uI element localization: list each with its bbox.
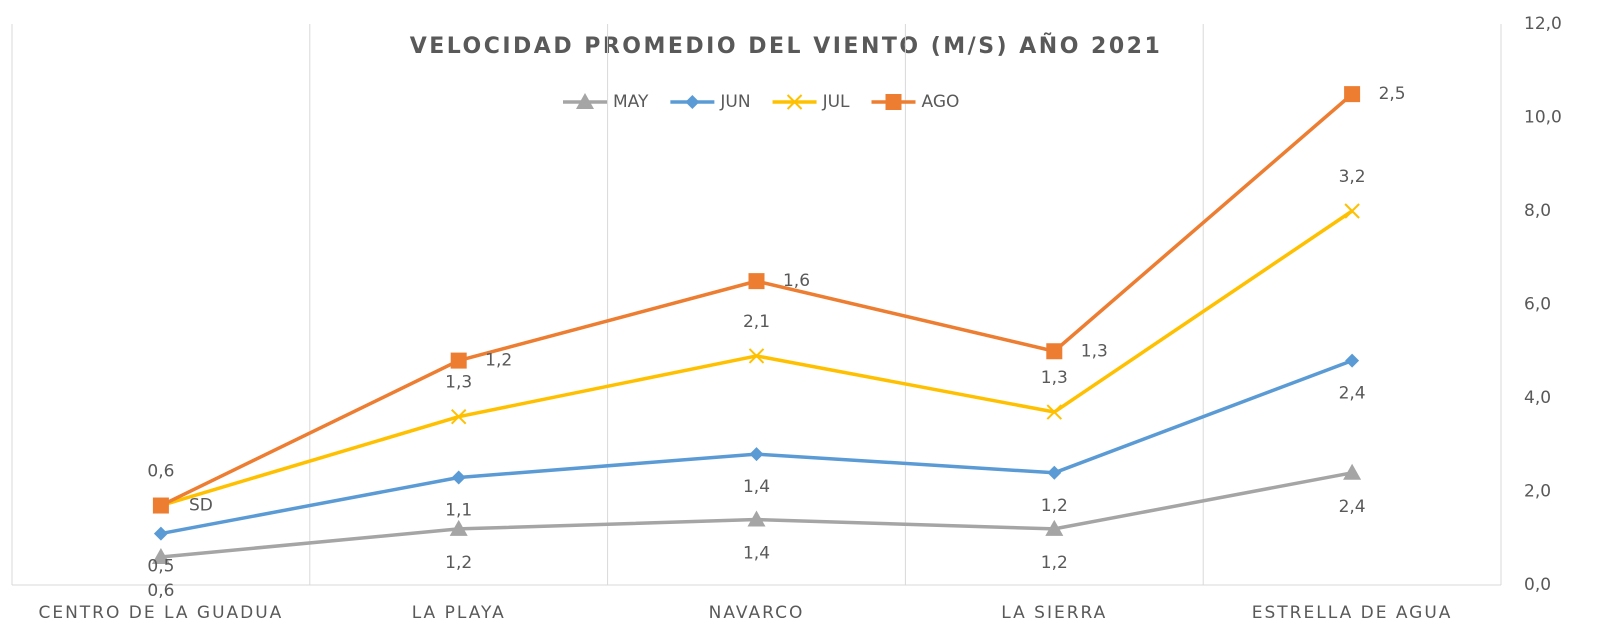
- data-label: 1,4: [743, 544, 770, 564]
- x-tick-label: NAVARCO: [709, 603, 805, 623]
- y-tick-label: 6,0: [1524, 295, 1551, 315]
- data-label: 1,2: [445, 553, 472, 573]
- data-label: 0,5: [147, 557, 174, 577]
- marker: [451, 470, 466, 485]
- marker: [1344, 86, 1361, 103]
- legend-label: JUN: [719, 92, 750, 112]
- series: [151, 463, 1362, 564]
- data-label: 1,3: [445, 373, 472, 393]
- marker: [151, 547, 170, 564]
- data-label: 2,4: [1339, 384, 1366, 404]
- series: [153, 353, 1360, 541]
- marker: [1345, 353, 1360, 368]
- data-label: 1,1: [445, 500, 472, 520]
- marker: [685, 95, 700, 109]
- marker: [1046, 343, 1063, 360]
- y-tick-label: 0,0: [1524, 575, 1551, 595]
- y-tick-label: 10,0: [1524, 108, 1562, 128]
- marker: [152, 497, 169, 514]
- marker: [747, 510, 766, 527]
- legend-label: MAY: [613, 92, 649, 112]
- series: [153, 203, 1360, 514]
- x-tick-label: CENTRO DE LA GUADUA: [38, 603, 283, 623]
- marker: [153, 526, 168, 541]
- data-label: 0,6: [147, 581, 174, 601]
- marker: [748, 348, 765, 364]
- legend-label: JUL: [822, 92, 850, 112]
- marker: [1047, 465, 1062, 480]
- y-tick-label: 2,0: [1524, 482, 1551, 502]
- marker: [1344, 203, 1360, 219]
- data-label: 1,2: [485, 351, 512, 371]
- marker: [1046, 404, 1063, 420]
- x-tick-label: ESTRELLA DE AGUA: [1252, 603, 1453, 623]
- marker: [885, 94, 902, 110]
- data-label: 2,4: [1339, 497, 1366, 517]
- line: [160, 209, 1354, 508]
- data-label: 2,5: [1379, 84, 1406, 104]
- data-label: 1,3: [1041, 368, 1068, 388]
- marker: [1343, 463, 1362, 480]
- data-label: 3,2: [1339, 167, 1366, 187]
- data-label: 1,3: [1081, 341, 1108, 361]
- y-tick-label: 12,0: [1524, 14, 1562, 34]
- legend-label: AGO: [922, 92, 960, 112]
- marker: [786, 94, 803, 110]
- chart-title: VELOCIDAD PROMEDIO DEL VIENTO (M/S) AÑO …: [410, 33, 1163, 59]
- marker: [576, 93, 594, 109]
- line: [160, 92, 1354, 508]
- x-tick-label: LA SIERRA: [1001, 603, 1107, 623]
- marker: [749, 447, 764, 462]
- series: [152, 86, 1361, 514]
- x-tick-label: LA PLAYA: [412, 603, 506, 623]
- data-label: 0,6: [147, 462, 174, 482]
- data-label: 1,4: [743, 477, 770, 497]
- marker: [450, 352, 467, 369]
- marker: [1045, 519, 1064, 536]
- data-label: 1,2: [1041, 553, 1068, 573]
- y-tick-label: 4,0: [1524, 388, 1551, 408]
- data-label: 1,2: [1041, 496, 1068, 516]
- data-label: SD: [189, 496, 213, 516]
- data-label: 1,6: [783, 271, 810, 291]
- marker: [449, 519, 468, 536]
- data-label: 2,1: [743, 312, 770, 332]
- marker: [748, 273, 765, 290]
- marker: [450, 408, 467, 425]
- y-tick-label: 8,0: [1524, 201, 1551, 221]
